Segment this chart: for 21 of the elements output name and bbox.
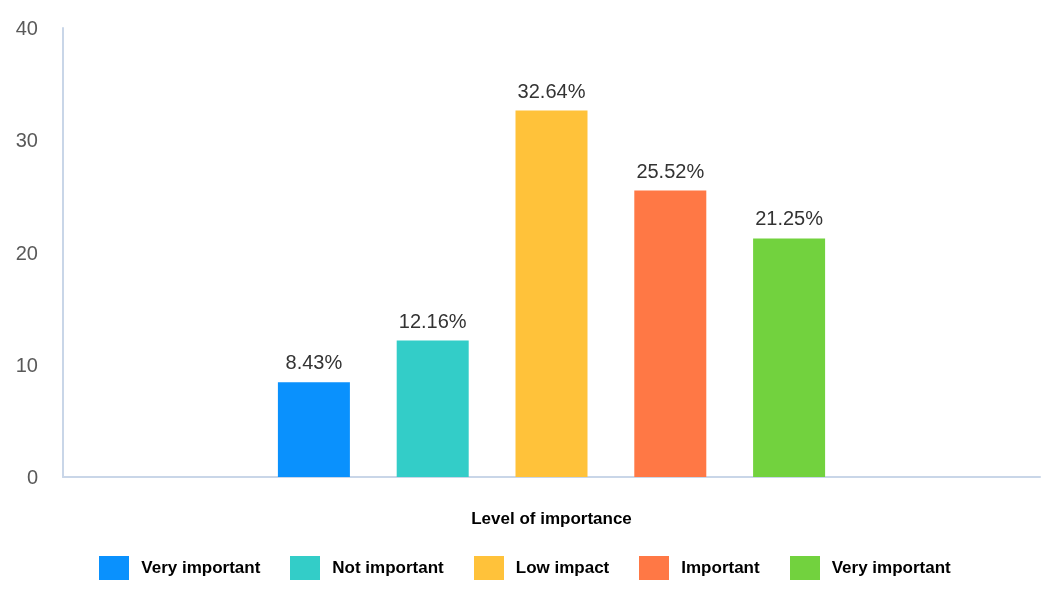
data-label: 8.43% — [285, 351, 343, 374]
bar — [277, 382, 350, 477]
bar — [753, 238, 826, 477]
y-tick-label: 40 — [15, 17, 38, 39]
y-tick-label: 10 — [15, 353, 38, 376]
legend-label: Very important — [831, 558, 951, 578]
legend-label: Not important — [332, 558, 444, 578]
legend-label: Low impact — [515, 558, 610, 578]
y-tick-label: 20 — [15, 241, 38, 264]
x-axis-title: Level of importance — [471, 509, 632, 528]
bar — [515, 110, 588, 477]
legend-label: Important — [681, 558, 760, 578]
y-tick-label: 30 — [15, 129, 38, 152]
bar — [396, 340, 469, 477]
y-tick-label: 0 — [26, 466, 38, 488]
bar — [634, 190, 707, 477]
data-label: 32.64% — [517, 79, 586, 102]
data-label: 21.25% — [755, 207, 824, 230]
data-label: 12.16% — [398, 309, 467, 332]
legend-label: Very important — [141, 558, 261, 578]
data-label: 25.52% — [636, 159, 705, 182]
